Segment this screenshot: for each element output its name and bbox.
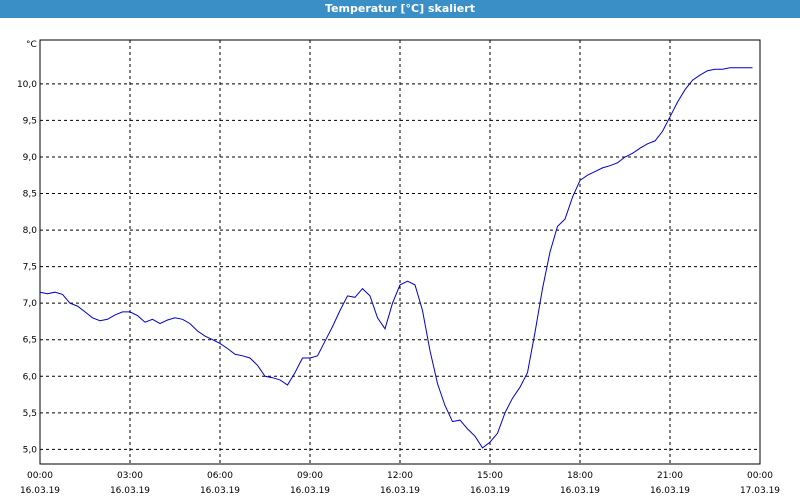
x-tick-time-label: 00:00 (747, 471, 773, 481)
y-tick-label: 7,0 (23, 299, 38, 309)
x-tick-date-label: 17.03.19 (740, 486, 780, 496)
y-tick-label: 5,0 (23, 445, 38, 455)
y-tick-labels: 5,0 5,5 6,0 6,5 7,0 7,5 8,0 8,5 9,0 9,5 10,0 (17, 80, 37, 456)
y-tick-label: 8,5 (23, 190, 37, 200)
x-tick-date-label: 16.03.19 (380, 486, 420, 496)
y-tick-label: 6,0 (23, 372, 38, 382)
x-tick-date-label: 16.03.19 (470, 486, 510, 496)
x-tick-time-label: 06:00 (207, 471, 233, 481)
grid-lines (40, 40, 760, 464)
y-tick-label: 6,5 (23, 336, 37, 346)
x-tick-time-label: 21:00 (657, 471, 683, 481)
x-tick-date-label: 16.03.19 (110, 486, 150, 496)
chart-title: Temperatur [°C] skaliert (0, 0, 800, 18)
x-tick-date-label: 16.03.19 (650, 486, 690, 496)
x-tick-time-label: 12:00 (387, 471, 413, 481)
y-tick-label: 9,0 (23, 153, 38, 163)
x-tick-date-label: 16.03.19 (290, 486, 330, 496)
x-tick-date-label: 16.03.19 (20, 486, 60, 496)
x-tick-date-label: 16.03.19 (200, 486, 240, 496)
y-tick-label: 10,0 (17, 80, 37, 90)
y-tick-label: 7,5 (23, 263, 37, 273)
temperature-chart: 5,0 5,5 6,0 6,5 7,0 7,5 8,0 8,5 9,0 9,5 10,0 00:00… (0, 18, 800, 500)
y-tick-label: 9,5 (23, 116, 37, 126)
x-tick-time-label: 15:00 (477, 471, 503, 481)
x-tick-time-label: 09:00 (297, 471, 323, 481)
x-tick-time-label: 00:00 (27, 471, 53, 481)
x-tick-labels: 00:00 16.03.19 03:00 16.03.19 06:00 16.03.19 0… (20, 471, 780, 496)
y-tick-label: 8,0 (23, 226, 38, 236)
y-axis-unit-label: °C (26, 40, 37, 50)
y-tick-label: 5,5 (23, 409, 37, 419)
x-tick-date-label: 16.03.19 (560, 486, 600, 496)
temperature-series-line (39, 67, 753, 449)
x-tick-time-label: 18:00 (567, 471, 593, 481)
x-tick-time-label: 03:00 (117, 471, 143, 481)
